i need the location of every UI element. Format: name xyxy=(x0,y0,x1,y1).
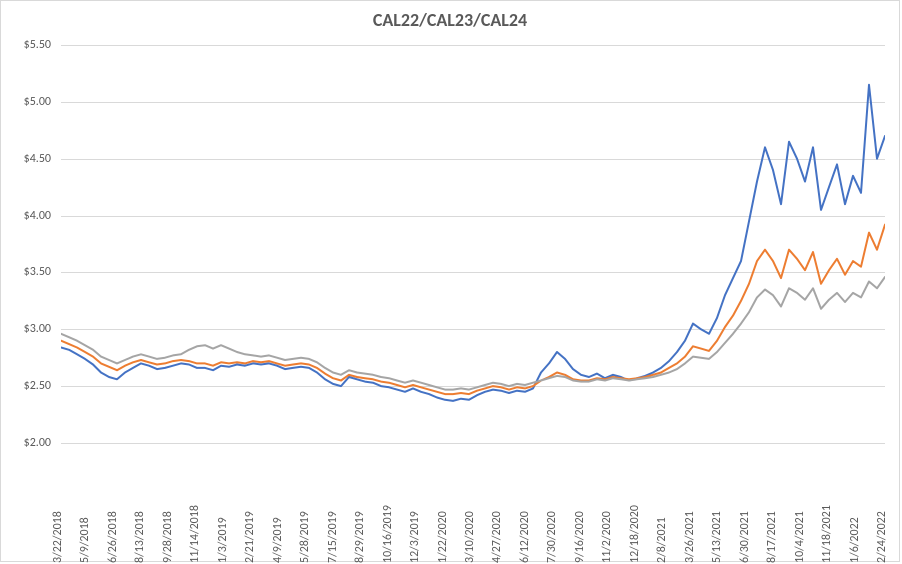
x-tick-label: 11/14/2018 xyxy=(188,505,202,563)
x-tick-label: 6/12/2020 xyxy=(518,511,532,563)
y-tick-label: $4.50 xyxy=(1,152,51,166)
series-CAL22 xyxy=(61,85,885,401)
x-tick-label: 5/13/2021 xyxy=(710,511,724,563)
series-CAL23 xyxy=(61,225,885,394)
x-tick-label: 7/15/2019 xyxy=(326,511,340,563)
x-tick-label: 8/17/2021 xyxy=(765,511,779,563)
x-tick-label: 6/26/2018 xyxy=(106,511,120,563)
y-tick-label: $4.00 xyxy=(1,209,51,223)
x-tick-label: 7/30/2020 xyxy=(545,511,559,563)
x-tick-label: 1/22/2020 xyxy=(436,511,450,563)
x-tick-label: 10/4/2021 xyxy=(793,511,807,563)
x-tick-label: 2/8/2021 xyxy=(655,517,669,563)
x-tick-label: 8/13/2018 xyxy=(133,511,147,563)
x-tick-label: 1/6/2022 xyxy=(848,517,862,563)
x-tick-label: 2/21/2019 xyxy=(243,511,257,563)
y-axis: $2.00$2.50$3.00$3.50$4.00$4.50$5.00$5.50 xyxy=(1,45,57,443)
y-tick-label: $5.50 xyxy=(1,38,51,52)
y-tick-label: $3.50 xyxy=(1,265,51,279)
x-tick-label: 8/29/2019 xyxy=(353,511,367,563)
x-tick-label: 9/28/2018 xyxy=(161,511,175,563)
y-tick-label: $2.00 xyxy=(1,436,51,450)
line-series xyxy=(61,45,885,443)
x-tick-label: 3/22/2018 xyxy=(51,511,65,563)
x-tick-label: 6/30/2021 xyxy=(738,511,752,563)
y-tick-label: $3.00 xyxy=(1,322,51,336)
chart-container: CAL22/CAL23/CAL24 $2.00 $2.50 $3.00 $3.50 $4… xyxy=(0,0,900,562)
x-tick-label: 5/9/2018 xyxy=(78,517,92,563)
x-axis: 3/22/20185/9/20186/26/20188/13/20189/28/… xyxy=(61,449,885,563)
y-tick-label: $5.00 xyxy=(1,95,51,109)
x-tick-label: 1/3/2019 xyxy=(216,517,230,563)
plot-area xyxy=(61,45,885,443)
x-tick-label: 3/26/2021 xyxy=(683,511,697,563)
x-tick-label: 9/16/2020 xyxy=(573,511,587,563)
x-tick-label: 11/18/2021 xyxy=(820,505,834,563)
x-tick-label: 3/10/2020 xyxy=(463,511,477,563)
y-tick-label: $2.50 xyxy=(1,379,51,393)
x-tick-label: 10/16/2019 xyxy=(381,505,395,563)
x-tick-label: 2/24/2022 xyxy=(875,511,889,563)
x-axis-line xyxy=(61,443,885,444)
x-tick-label: 5/28/2019 xyxy=(298,511,312,563)
chart-title: CAL22/CAL23/CAL24 xyxy=(1,9,899,31)
x-tick-label: 12/3/2019 xyxy=(408,511,422,563)
x-tick-label: 11/2/2020 xyxy=(600,511,614,563)
x-tick-label: 12/18/2020 xyxy=(628,505,642,563)
x-tick-label: 4/27/2020 xyxy=(490,511,504,563)
series-CAL24 xyxy=(61,277,885,390)
x-tick-label: 4/9/2019 xyxy=(271,517,285,563)
